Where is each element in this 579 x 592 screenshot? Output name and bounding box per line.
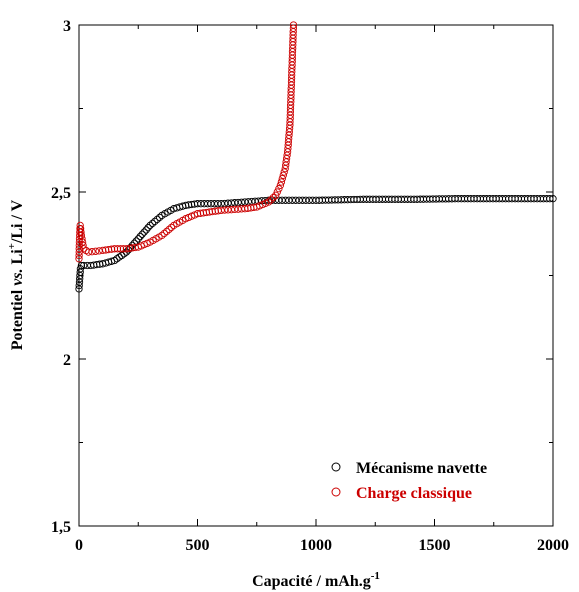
data-point <box>113 245 122 253</box>
data-point <box>163 227 171 236</box>
data-point <box>272 191 280 199</box>
legend-label-navette: Mécanisme navette <box>356 460 487 477</box>
data-point <box>116 245 125 253</box>
data-point <box>76 268 84 276</box>
data-point <box>144 223 152 232</box>
data-point <box>113 255 121 263</box>
data-point <box>276 181 285 189</box>
data-point <box>130 239 138 247</box>
data-point <box>155 213 164 222</box>
data-point <box>153 215 161 224</box>
series-0 <box>75 195 557 293</box>
legend-label-classique: Charge classique <box>356 485 472 502</box>
x-tick-label: 1500 <box>419 537 451 554</box>
legend-marker-classique <box>331 487 341 497</box>
data-point <box>146 221 154 230</box>
legend: Mécanisme navette Charge classique <box>331 460 487 502</box>
series-1 <box>75 21 298 263</box>
data-point <box>91 247 100 255</box>
x-axis-title: Capacité / mAh.g-1 <box>252 570 380 590</box>
y-axis-title: Potentiel vs. Li+/Li / V <box>6 199 26 350</box>
y-tick-label: 3 <box>63 18 71 35</box>
data-point <box>134 235 142 243</box>
data-point <box>273 188 281 196</box>
data-point <box>264 198 273 206</box>
data-point <box>142 226 150 234</box>
data-point <box>77 261 86 270</box>
data-point <box>289 24 298 32</box>
plot-frame <box>78 24 554 527</box>
data-point <box>278 174 286 183</box>
y-tick-label: 2 <box>63 352 71 369</box>
data-point <box>136 232 144 241</box>
data-point <box>80 245 88 253</box>
data-point <box>107 245 116 253</box>
data-point <box>279 171 287 179</box>
x-tick-label: 500 <box>186 537 210 554</box>
x-tick-label: 1000 <box>300 537 332 554</box>
data-point <box>289 21 298 29</box>
legend-marker-navette <box>331 462 341 472</box>
data-point <box>84 248 93 256</box>
data-point <box>167 223 176 232</box>
x-tick-label: 2000 <box>537 537 569 554</box>
data-point <box>138 230 146 238</box>
y-tick-label: 1,5 <box>51 519 71 536</box>
axis-ticks: 0 500 1000 1500 2000 1,5 2 2,5 3 <box>51 18 569 554</box>
x-tick-label: 0 <box>75 537 83 554</box>
data-point <box>280 168 288 176</box>
data-point <box>80 261 88 270</box>
data-point <box>77 231 86 240</box>
data-point <box>148 219 157 228</box>
data-point <box>269 193 277 202</box>
data-point <box>124 246 133 254</box>
data-point <box>88 248 96 256</box>
y-tick-label: 2,5 <box>51 185 71 202</box>
data-point <box>267 196 275 204</box>
data-point <box>78 238 87 246</box>
data-point <box>110 256 119 265</box>
data-point <box>275 185 283 193</box>
data-point <box>160 229 168 238</box>
data-point <box>118 251 126 260</box>
data-point <box>165 225 173 234</box>
data-point <box>140 228 148 236</box>
data-point <box>549 195 557 203</box>
data-point <box>277 178 286 186</box>
data-point <box>158 231 166 240</box>
data-point <box>546 195 554 203</box>
series-layer <box>75 21 557 293</box>
data-point <box>151 217 159 226</box>
